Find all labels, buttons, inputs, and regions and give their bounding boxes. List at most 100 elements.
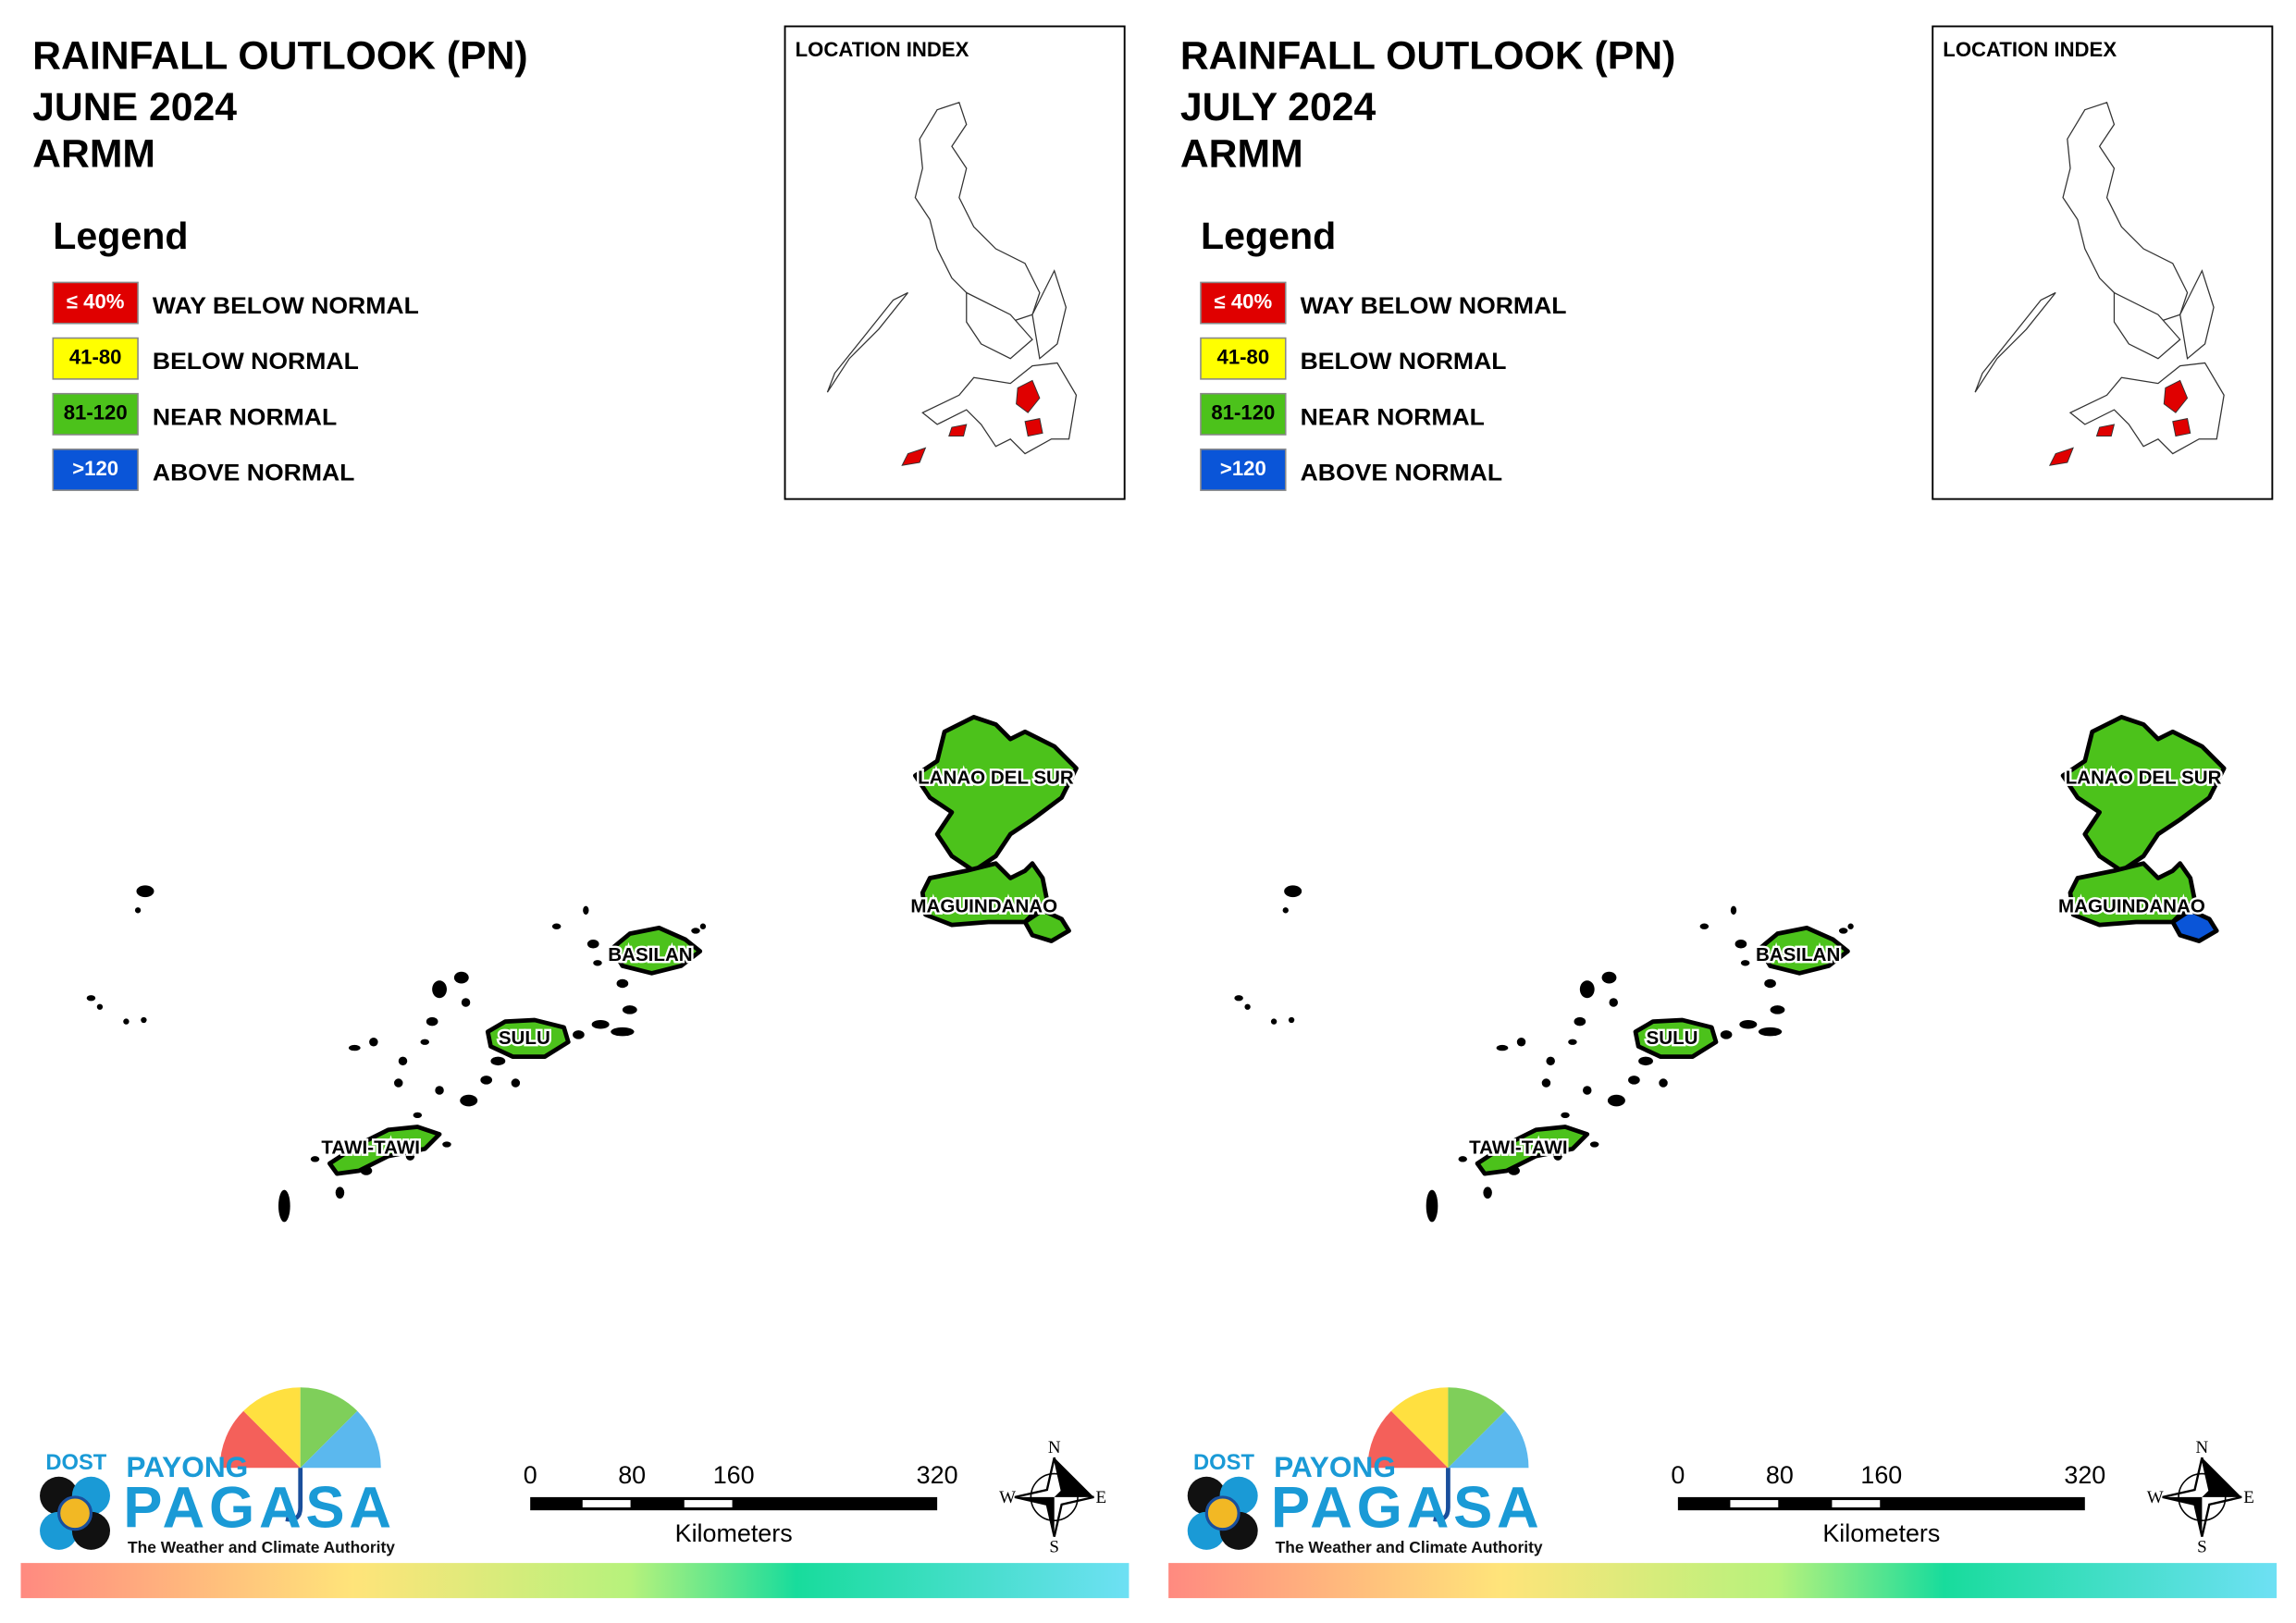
inset-region [901,447,927,466]
inset-region [2048,447,2074,466]
inset-region [1024,418,1043,437]
island [691,928,700,934]
legend-swatch [1200,392,1287,436]
inset-land [966,291,1033,360]
province-shape [327,1125,442,1176]
province-shape [920,861,1050,928]
island [586,939,599,949]
logo-handle [1433,1468,1450,1522]
legend-range: ≤ 40% [67,289,125,313]
scale-tick-label: 0 [524,1461,537,1489]
scale-tick-label: 80 [618,1461,646,1489]
map-title: RAINFALL OUTLOOK (PN) [32,34,528,79]
island [1770,1005,1785,1014]
island [461,998,471,1007]
inset-region [2163,379,2189,413]
logo-agency: DOST [1193,1451,1254,1475]
legend-range: ≤ 40% [1215,289,1273,313]
scale-tick-label: 160 [1860,1461,1902,1489]
inset-region [2095,424,2116,437]
island [699,923,707,929]
inset-region [1016,379,1041,413]
island [1628,1076,1640,1085]
island [86,995,96,1002]
island [1847,923,1854,929]
island [511,1078,521,1088]
scale-tick-label: 80 [1766,1461,1794,1489]
logo-agency: DOST [45,1451,106,1475]
logo-umbrella [219,1410,301,1469]
island [134,907,142,914]
scale-segment [684,1500,733,1507]
island [1838,928,1848,934]
logo-seal [1204,1495,1241,1531]
logo-brand: PAGASA [1271,1475,1544,1540]
scale-segment [1832,1500,1881,1507]
island [398,1056,408,1066]
scale-tick-label: 160 [713,1461,755,1489]
island [551,923,562,929]
island [1516,1037,1526,1047]
island [611,1027,635,1037]
island [432,980,447,999]
color-band [20,1563,1129,1599]
island [1483,1187,1492,1199]
legend-label: WAY BELOW NORMAL [1301,292,1567,319]
island [1541,1078,1551,1088]
legend-label: NEAR NORMAL [153,403,337,430]
island [490,1056,506,1066]
province-label: MAGUINDANAO [2058,896,2205,917]
scale-unit: Kilometers [675,1519,793,1547]
island [1589,1141,1599,1148]
logo-tagline: The Weather and Climate Authority [1276,1538,1543,1556]
color-band [1168,1563,2277,1599]
island [1234,995,1243,1002]
province-shape [913,715,1079,873]
island [1730,905,1737,916]
island [1288,1016,1295,1024]
island [310,1156,320,1162]
island [1574,1016,1586,1027]
logo-umbrella [1390,1387,1449,1469]
compass-letter: W [999,1488,1016,1507]
legend-range: 41-80 [1217,346,1270,369]
inset-land [1974,291,2056,393]
island [453,971,469,984]
province-label: BASILAN [608,944,692,965]
island [426,1016,438,1027]
island [335,1187,345,1199]
legend-swatch [52,281,139,325]
inset-land [2179,269,2215,360]
logo-umbrella [243,1387,301,1469]
island [420,1039,429,1045]
island [1568,1039,1577,1045]
island [1546,1056,1555,1066]
island [136,885,154,898]
scale-tick-label: 0 [1671,1461,1685,1489]
province-shape [1758,925,1850,976]
province-shape [1022,907,1071,943]
island [460,1094,478,1107]
legend-title: Legend [1201,215,1336,257]
legend-swatch [1200,281,1287,325]
island [1579,980,1595,999]
province-shape [1633,1017,1719,1059]
island [369,1037,378,1047]
island [622,1005,637,1014]
island [616,978,629,989]
legend-label: BELOW NORMAL [153,348,359,375]
legend-swatch [1200,337,1287,380]
legend-label: WAY BELOW NORMAL [153,292,419,319]
logo-tagline: The Weather and Climate Authority [128,1538,395,1556]
compass-letter: N [2196,1438,2209,1457]
island [123,1018,130,1025]
island [1583,1086,1592,1095]
island [1739,1020,1758,1029]
compass-letter: E [2243,1488,2254,1507]
island [1720,1030,1733,1039]
province-label: MAGUINDANAO [910,896,1057,917]
legend-label: NEAR NORMAL [1301,403,1485,430]
